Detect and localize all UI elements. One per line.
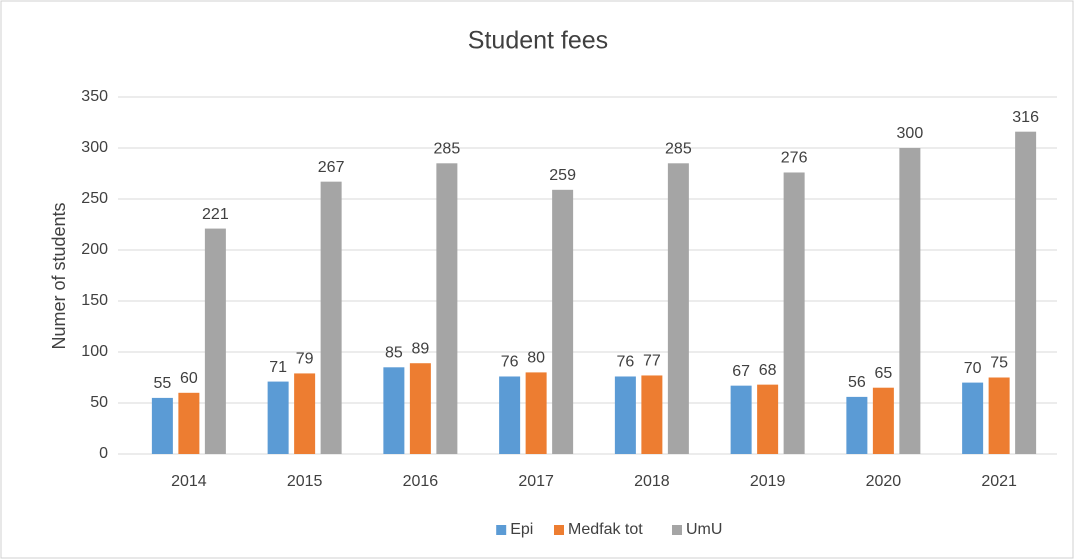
bar — [499, 376, 521, 454]
y-tick-label: 0 — [99, 445, 108, 462]
legend-label: Epi — [510, 521, 533, 538]
bar — [409, 363, 431, 454]
data-label: 77 — [643, 353, 661, 370]
legend-label: Medfak tot — [568, 521, 643, 538]
data-label: 221 — [202, 206, 229, 223]
x-tick-label: 2021 — [981, 473, 1017, 490]
bar — [757, 384, 779, 454]
data-label: 285 — [665, 141, 692, 158]
data-label: 75 — [990, 355, 1008, 372]
data-label: 85 — [385, 345, 403, 362]
bar — [525, 372, 547, 454]
data-label: 56 — [848, 374, 866, 391]
bar — [730, 385, 752, 454]
data-label: 76 — [501, 354, 519, 371]
bar — [641, 375, 663, 454]
data-label: 68 — [759, 362, 777, 379]
data-label: 55 — [153, 375, 171, 392]
bar — [962, 382, 984, 454]
bar — [1015, 131, 1037, 454]
data-label: 65 — [874, 365, 892, 382]
legend-swatch — [672, 525, 682, 535]
bar — [899, 148, 921, 454]
bar — [383, 367, 405, 454]
bar — [178, 392, 200, 454]
data-label: 276 — [781, 150, 808, 167]
x-tick-label: 2018 — [634, 473, 670, 490]
y-tick-label: 250 — [81, 190, 108, 207]
legend-swatch — [554, 525, 564, 535]
bar — [783, 172, 805, 455]
y-tick-label: 200 — [81, 241, 108, 258]
x-tick-label: 2014 — [171, 473, 207, 490]
data-label: 267 — [318, 159, 345, 176]
bar — [988, 377, 1010, 454]
x-tick-label: 2016 — [403, 473, 439, 490]
y-tick-label: 150 — [81, 292, 108, 309]
y-tick-label: 300 — [81, 139, 108, 156]
bar — [846, 396, 868, 454]
bar — [151, 397, 173, 454]
bar — [667, 163, 689, 455]
data-label: 316 — [1012, 109, 1039, 126]
chart-title: Student fees — [468, 27, 608, 55]
data-label: 89 — [411, 340, 429, 357]
bar — [294, 373, 316, 454]
bar — [267, 381, 289, 454]
x-tick-label: 2015 — [287, 473, 323, 490]
data-label: 259 — [549, 167, 576, 184]
data-label: 70 — [964, 360, 982, 377]
bar — [614, 376, 636, 454]
bar — [204, 228, 226, 454]
legend-label: UmU — [686, 521, 722, 538]
data-label: 71 — [269, 359, 287, 376]
y-tick-label: 50 — [90, 394, 108, 411]
x-tick-label: 2019 — [750, 473, 786, 490]
y-axis-label: Numer of students — [49, 202, 69, 349]
legend-swatch — [496, 525, 507, 535]
bar — [872, 387, 894, 454]
bar — [552, 189, 574, 454]
x-tick-label: 2020 — [866, 473, 902, 490]
data-label: 300 — [897, 125, 924, 142]
data-label: 79 — [296, 351, 314, 368]
data-label: 60 — [180, 370, 198, 387]
data-label: 285 — [434, 141, 461, 158]
bar — [320, 181, 342, 454]
data-label: 67 — [732, 363, 750, 380]
data-label: 80 — [527, 350, 545, 367]
bar — [436, 163, 458, 455]
x-tick-label: 2017 — [518, 473, 554, 490]
data-label: 76 — [616, 354, 634, 371]
y-tick-label: 350 — [81, 88, 108, 105]
y-tick-label: 100 — [81, 343, 108, 360]
